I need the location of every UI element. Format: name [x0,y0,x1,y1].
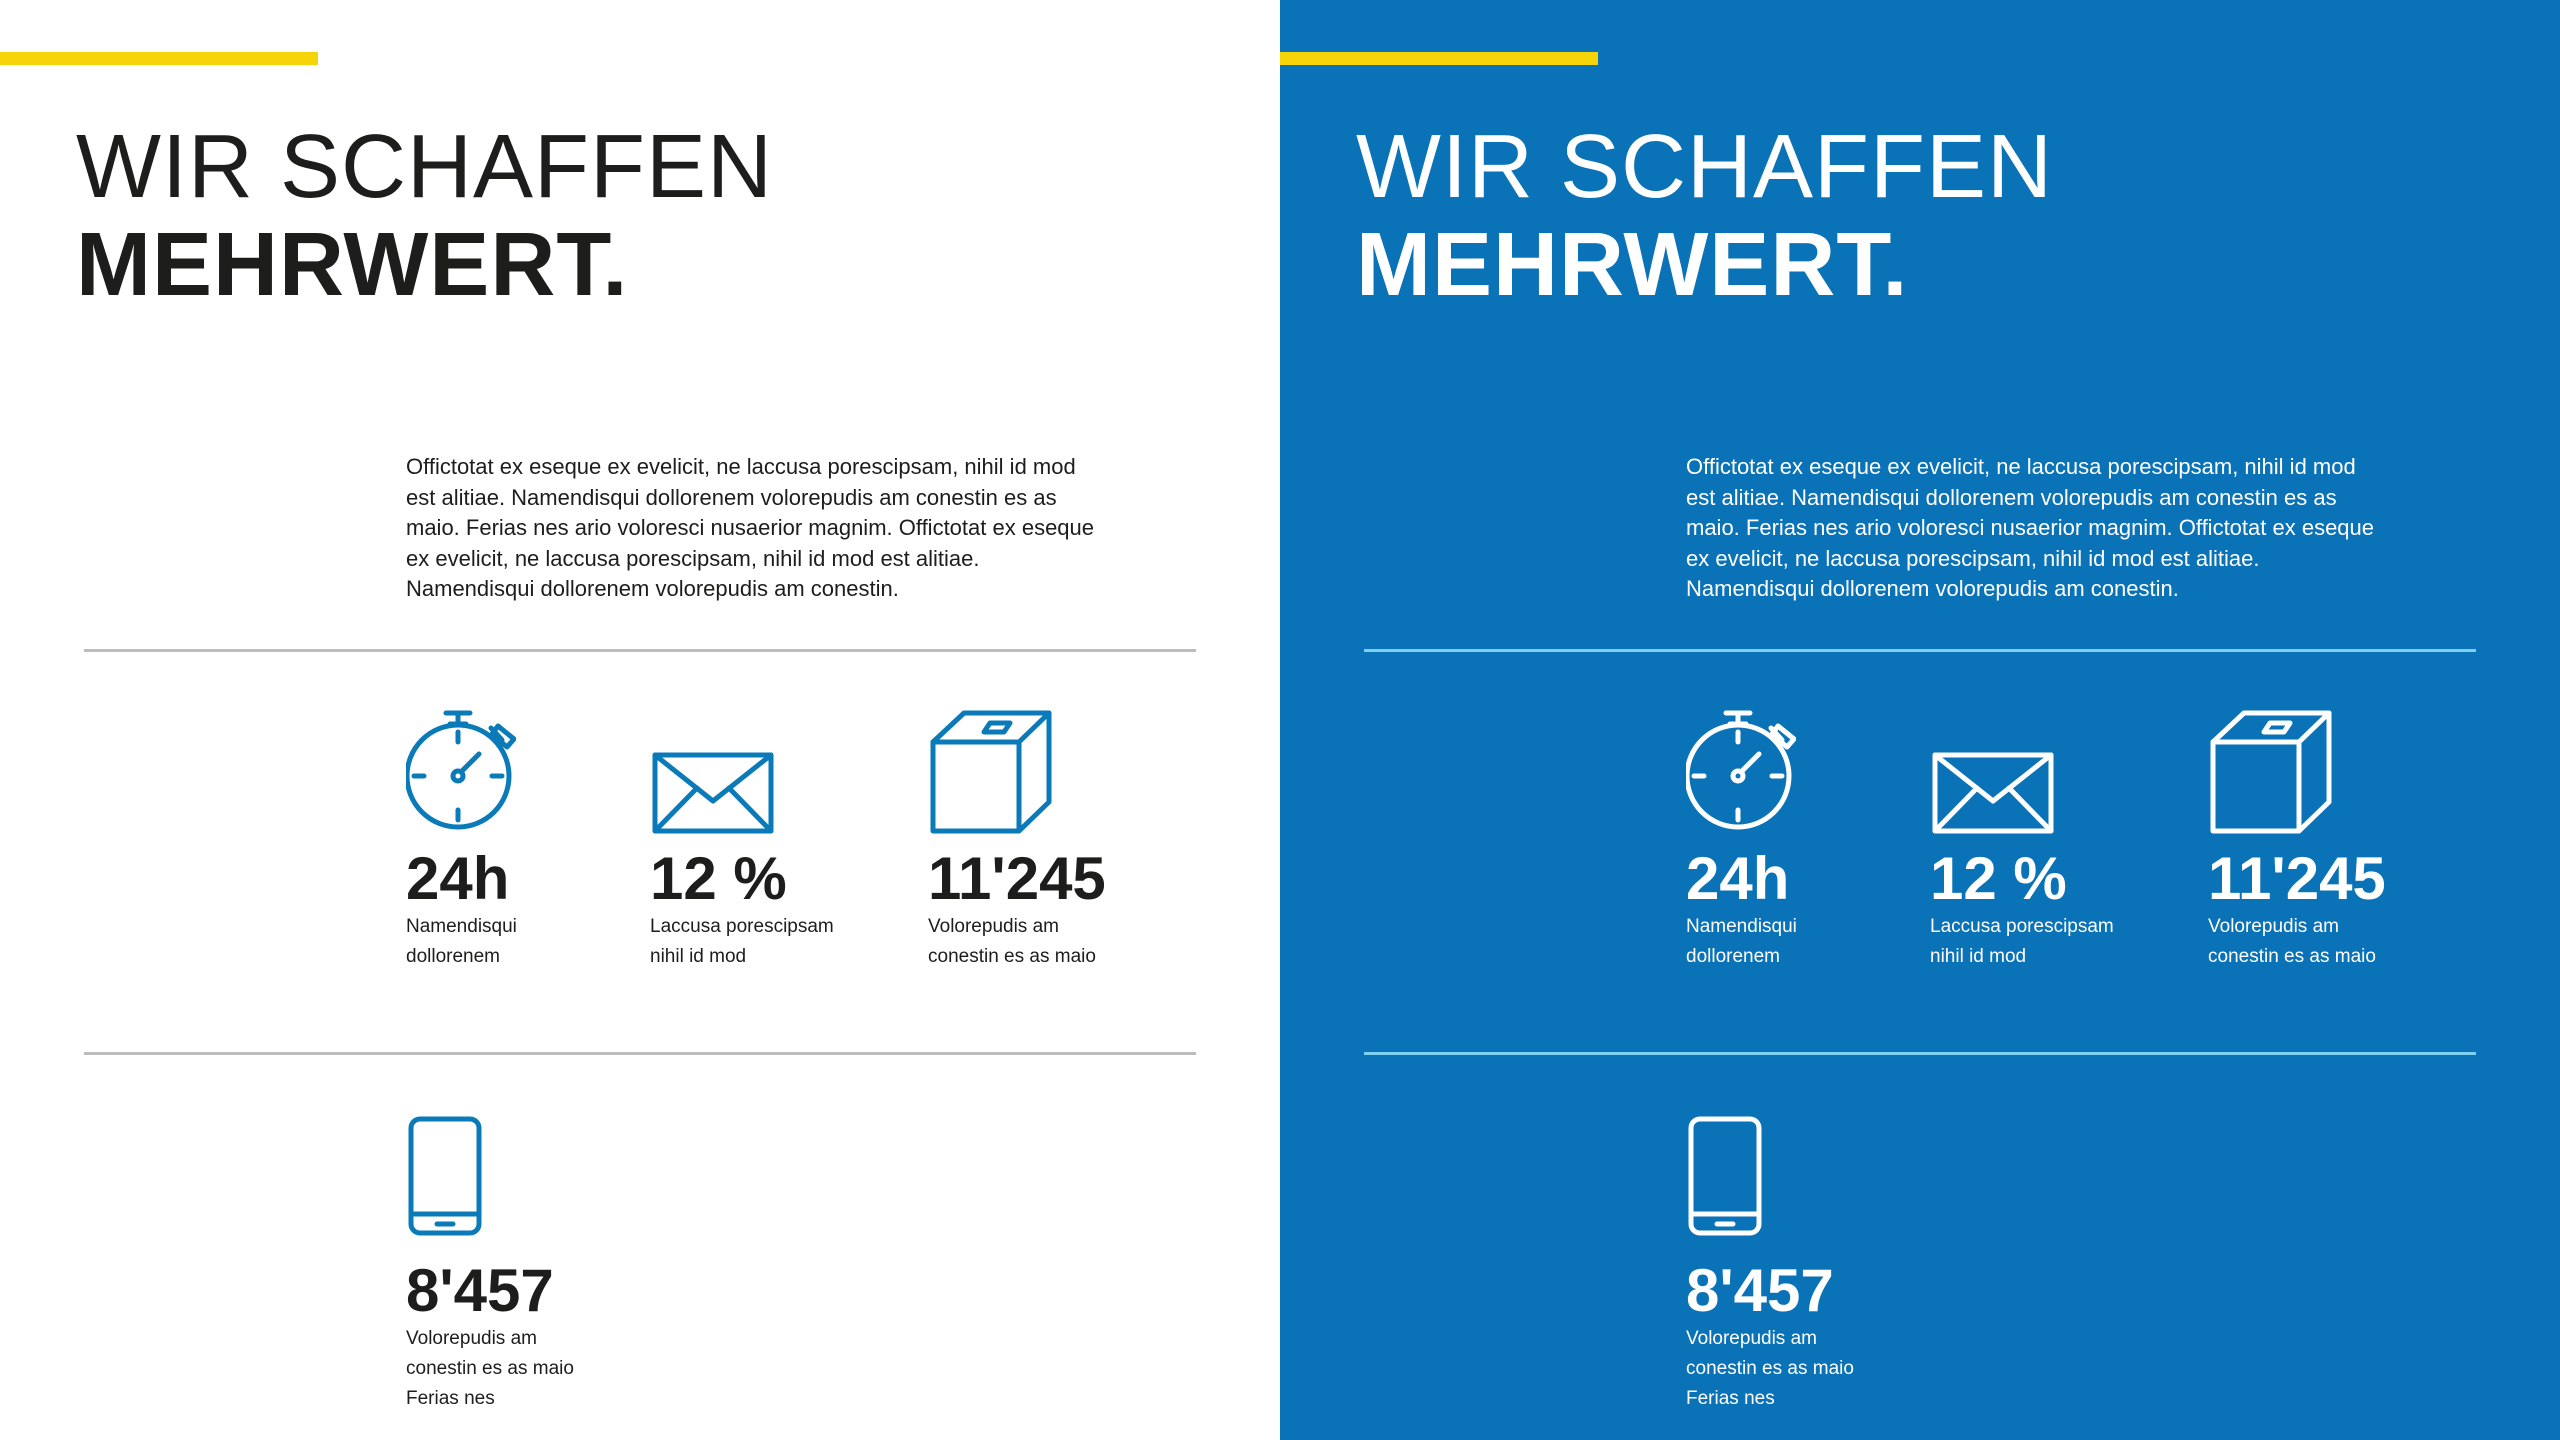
stat-value: 24h [406,845,510,912]
stat-caption: Volorepudis am conestin es as maio [2208,916,2376,967]
headline-line1: WIR SCHAFFEN [76,117,773,217]
stat-item: 24h Namendisqui dollorenem [406,708,666,972]
envelope-icon [1932,752,2054,834]
headline-line2: MEHRWERT. [1356,215,1909,315]
light-panel: WIR SCHAFFEN MEHRWERT. Offictotat ex ese… [0,52,1196,1414]
divider [1364,649,2476,652]
stat-value: 12 % [650,845,787,912]
stat-value: 11'245 [2208,845,2386,912]
stat-caption: Volorepudis am conestin es as maio Feria… [406,1328,574,1409]
stat-item: 8'457 Volorepudis am conestin es as maio… [406,1114,666,1414]
box-icon [2210,710,2332,834]
headline: WIR SCHAFFEN MEHRWERT. [1356,118,2053,314]
accent-bar [0,52,318,65]
stat-caption: Namendisqui dollorenem [1686,916,1797,967]
stat-caption: Volorepudis am conestin es as maio [928,916,1096,967]
dark-panel: WIR SCHAFFEN MEHRWERT. Offictotat ex ese… [1280,0,2560,1440]
stat-item: 11'245 Volorepudis am conestin es as mai… [928,708,1188,972]
stopwatch-icon [406,710,516,830]
divider [84,1052,1196,1055]
headline: WIR SCHAFFEN MEHRWERT. [76,118,773,314]
stat-caption: Namendisqui dollorenem [406,916,517,967]
stat-item: 11'245 Volorepudis am conestin es as mai… [2208,708,2468,972]
stat-value: 24h [1686,845,1790,912]
headline-line2: MEHRWERT. [76,215,629,315]
divider [1364,1052,2476,1055]
stat-value: 8'457 [406,1257,554,1324]
stat-item: 8'457 Volorepudis am conestin es as maio… [1686,1114,1946,1414]
box-icon [930,710,1052,834]
stat-caption: Laccusa porescipsam nihil id mod [650,916,834,967]
stat-value: 11'245 [928,845,1106,912]
stat-value: 12 % [1930,845,2067,912]
stat-item: 12 % Laccusa porescipsam nihil id mod [650,708,910,972]
stat-item: 24h Namendisqui dollorenem [1686,708,1946,972]
intro-text: Offictotat ex eseque ex evelicit, ne lac… [1686,454,2375,601]
envelope-icon [652,752,774,834]
accent-bar [1280,52,1598,65]
divider [84,649,1196,652]
smartphone-icon [1688,1116,1762,1236]
stat-caption: Volorepudis am conestin es as maio Feria… [1686,1328,1854,1409]
intro-text: Offictotat ex eseque ex evelicit, ne lac… [406,454,1095,601]
smartphone-icon [408,1116,482,1236]
stat-value: 8'457 [1686,1257,1834,1324]
stat-item: 12 % Laccusa porescipsam nihil id mod [1930,708,2190,972]
stat-caption: Laccusa porescipsam nihil id mod [1930,916,2114,967]
headline-line1: WIR SCHAFFEN [1356,117,2053,217]
stopwatch-icon [1686,710,1796,830]
